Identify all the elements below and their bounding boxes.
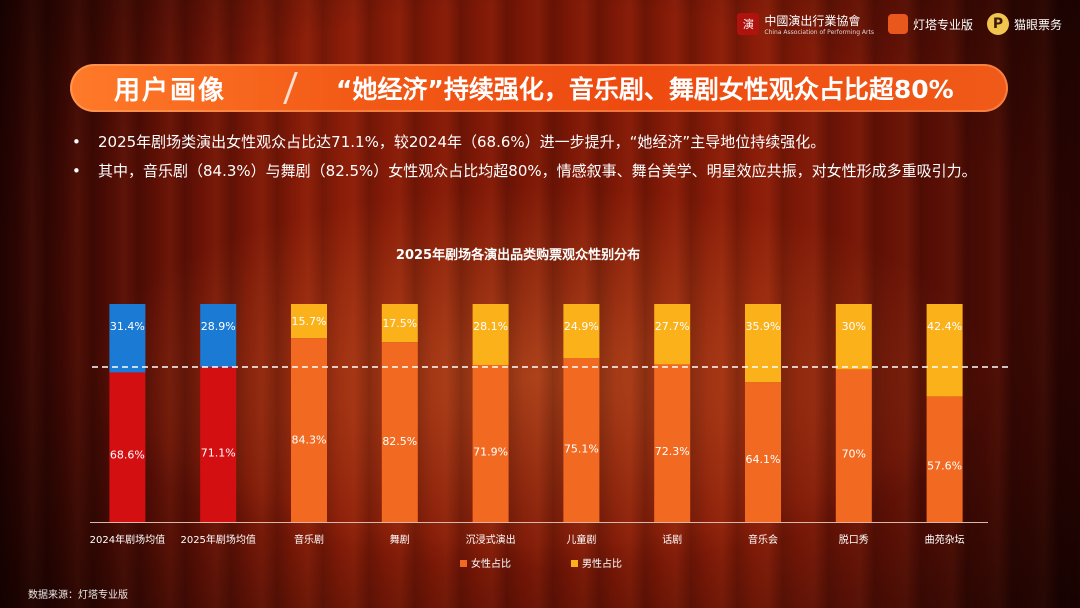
data-label-male: 35.9% xyxy=(746,320,781,333)
bar-female xyxy=(745,382,781,522)
bar-male xyxy=(563,304,600,359)
dengta-tower-icon xyxy=(887,14,908,34)
title-banner: 用户画像 “她经济”持续强化，音乐剧、舞剧女性观众占比超80% xyxy=(70,64,1008,112)
data-source: 数据来源：灯塔专业版 xyxy=(28,590,128,601)
bar-female xyxy=(109,372,146,522)
data-label-female: 71.9% xyxy=(473,445,508,458)
legend-female-swatch xyxy=(460,560,467,567)
bar-male xyxy=(109,304,146,373)
maoyan-name: 猫眼票务 xyxy=(1013,17,1062,32)
bar-male xyxy=(654,304,691,365)
bar-male xyxy=(835,304,872,370)
data-label-female: 70% xyxy=(842,447,866,460)
bar-male xyxy=(745,304,781,383)
bullet-list: • 2025年剧场类演出女性观众占比达71.1%，较2024年（68.6%）进一… xyxy=(72,128,1022,186)
bullet-dot-icon: • xyxy=(72,133,81,151)
data-label-female: 84.3% xyxy=(292,433,327,446)
data-label-female: 64.1% xyxy=(746,453,781,466)
data-label-male: 17.5% xyxy=(382,317,417,330)
bar-female xyxy=(926,396,963,522)
bar-female xyxy=(835,369,872,522)
data-label-male: 24.9% xyxy=(564,320,599,333)
bar-female xyxy=(381,342,418,522)
bullet-dot-icon: • xyxy=(72,162,81,180)
chart-title: 2025年剧场各演出品类购票观众性别分布 xyxy=(396,247,640,263)
banner-title: “她经济”持续强化，音乐剧、舞剧女性观众占比超80% xyxy=(336,75,954,104)
data-label-female: 72.3% xyxy=(655,445,690,458)
data-label-female: 71.1% xyxy=(201,446,236,459)
x-tick-label: 儿童剧 xyxy=(566,533,596,546)
bars-group: 31.4% 68.6% 2024年剧场均值 28.9% 71.1% 2025年剧场均值 15… xyxy=(90,304,1010,570)
data-label-male: 31.4% xyxy=(110,320,145,333)
bar-male xyxy=(291,304,327,339)
logo-bar: 演 中國演出行業協會 China Association of Performi… xyxy=(737,12,1062,36)
x-tick-label: 音乐剧 xyxy=(294,533,324,546)
bullet-text: 其中，音乐剧（84.3%）与舞剧（82.5%）女性观众占比均超80%，情感叙事、… xyxy=(98,162,977,180)
data-label-male: 42.4% xyxy=(927,320,962,333)
association-logo: 演 中國演出行業協會 China Association of Performi… xyxy=(737,12,874,36)
x-tick-label: 音乐会 xyxy=(748,533,778,546)
bar-female xyxy=(654,364,691,522)
banner-tag: 用户画像 xyxy=(113,75,226,106)
bar-male xyxy=(200,304,237,368)
data-label-female: 57.6% xyxy=(927,459,962,472)
dengta-name: 灯塔专业版 xyxy=(912,17,973,32)
association-name-en: China Association of Performing Arts xyxy=(764,29,874,36)
bar-female xyxy=(563,358,600,522)
bar-female xyxy=(472,365,509,522)
x-tick-label: 2024年剧场均值 xyxy=(90,533,165,546)
bar-male xyxy=(926,304,963,397)
legend-female-label: 女性占比 xyxy=(471,557,511,570)
bullet-text: 2025年剧场类演出女性观众占比达71.1%，较2024年（68.6%）进一步提… xyxy=(98,133,826,151)
bar-male xyxy=(381,304,418,343)
data-label-male: 15.7% xyxy=(292,315,327,328)
data-label-female: 75.1% xyxy=(564,442,599,455)
dengta-logo: 灯塔专业版 xyxy=(887,14,973,34)
bar-female xyxy=(200,367,237,522)
bar-female xyxy=(291,338,327,522)
legend-male-label: 男性占比 xyxy=(582,557,622,570)
data-label-male: 27.7% xyxy=(655,320,690,333)
x-tick-label: 话剧 xyxy=(662,534,682,546)
data-label-male: 30% xyxy=(842,320,866,333)
bullet-item: • 其中，音乐剧（84.3%）与舞剧（82.5%）女性观众占比均超80%，情感叙… xyxy=(72,157,1022,186)
association-seal-icon: 演 xyxy=(737,13,760,35)
data-label-female: 68.6% xyxy=(110,449,145,462)
data-label-male: 28.9% xyxy=(201,320,236,333)
association-name: 中國演出行業協會 xyxy=(764,14,861,28)
association-name-block: 中國演出行業協會 China Association of Performing… xyxy=(764,12,874,36)
x-tick-label: 脱口秀 xyxy=(839,533,869,546)
x-tick-label: 沉浸式演出 xyxy=(466,533,516,546)
maoyan-p-icon: P xyxy=(986,13,1009,35)
x-tick-label: 曲苑杂坛 xyxy=(925,533,965,546)
legend-male-swatch xyxy=(571,560,578,567)
data-label-male: 28.1% xyxy=(473,320,508,333)
x-tick-label: 2025年剧场均值 xyxy=(180,533,255,546)
maoyan-logo: P 猫眼票务 xyxy=(986,13,1062,35)
bar-male xyxy=(472,304,509,366)
x-tick-label: 舞剧 xyxy=(390,534,410,546)
bullet-item: • 2025年剧场类演出女性观众占比达71.1%，较2024年（68.6%）进一… xyxy=(72,128,1022,157)
data-label-female: 82.5% xyxy=(382,435,417,448)
